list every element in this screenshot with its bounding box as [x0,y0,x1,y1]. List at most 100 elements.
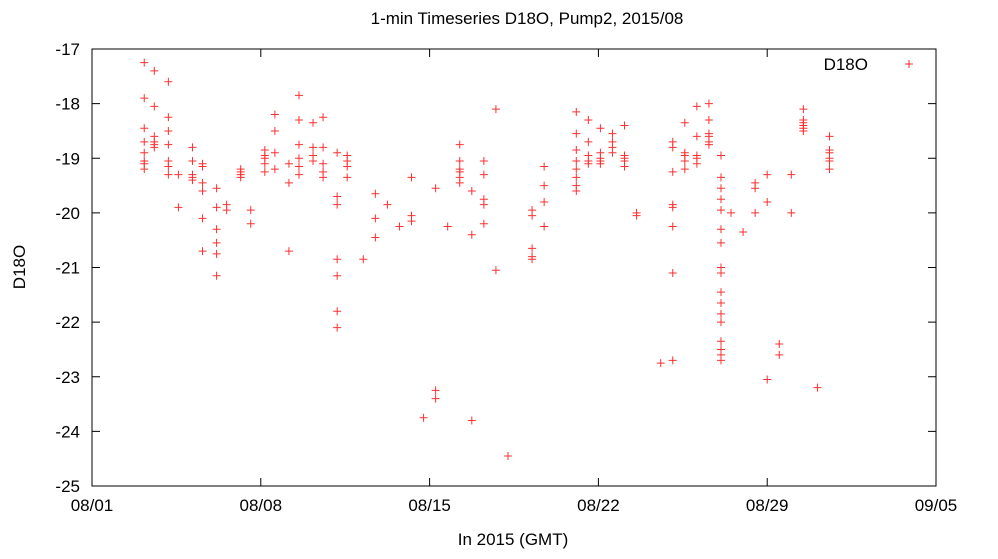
data-point [371,189,380,198]
data-point [528,244,537,253]
data-points [140,58,834,460]
data-point [150,66,159,75]
data-point [596,124,605,133]
data-point [164,126,173,135]
data-point [739,227,748,236]
data-point [596,159,605,168]
data-point [704,99,713,108]
data-point [716,309,725,318]
data-point [787,170,796,179]
data-point [455,178,464,187]
data-point [716,356,725,365]
data-point [140,94,149,103]
y-axis-label: D18O [10,245,29,289]
data-point [572,165,581,174]
data-point [775,339,784,348]
y-axis: -25 -24 -23 -22 -21 -20 -19 -18 -17 [55,40,936,496]
data-point [419,413,428,422]
plot-frame [91,48,937,487]
data-point [212,238,221,247]
data-point [608,129,617,138]
y-tick-label: -19 [55,149,80,168]
data-point [716,268,725,277]
data-point [503,451,512,460]
y-tick-label: -22 [55,313,80,332]
data-point [140,58,149,67]
x-axis-label: In 2015 (GMT) [458,530,569,549]
y-tick-label: -25 [55,477,80,496]
x-tick-label: 08/08 [240,496,283,515]
data-point [540,197,549,206]
x-axis: 08/01 08/08 08/15 08/22 08/29 09/05 [71,49,957,515]
legend-marker-symbol [905,60,913,68]
data-point [333,148,342,157]
data-point [813,383,822,392]
data-point [716,173,725,182]
data-point [572,156,581,165]
y-tick-label: -17 [55,40,80,59]
chart-title: 1-min Timeseries D18O, Pump2, 2015/08 [371,9,684,28]
data-point [371,214,380,223]
data-point [222,206,231,215]
data-point [319,143,328,152]
data-point [467,187,476,196]
data-point [174,203,183,212]
data-point [751,208,760,217]
data-point [236,173,245,182]
data-point [787,208,796,217]
data-point [270,165,279,174]
data-point [491,266,500,275]
data-point [164,113,173,122]
data-point [188,143,197,152]
data-point [140,165,149,174]
data-point [727,208,736,217]
data-point [716,195,725,204]
data-point [284,247,293,256]
data-point [260,167,269,176]
data-point [584,159,593,168]
data-point [763,197,772,206]
data-point [455,156,464,165]
data-point [164,170,173,179]
data-point [309,156,318,165]
data-point [540,181,549,190]
data-point [528,255,537,264]
data-point [572,107,581,116]
data-point [343,162,352,171]
data-point [572,173,581,182]
data-point [825,156,834,165]
data-point [668,268,677,277]
data-point [270,110,279,119]
data-point [632,211,641,220]
data-point [164,140,173,149]
data-point [383,200,392,209]
data-point [692,132,701,141]
data-point [704,116,713,125]
data-point [751,184,760,193]
data-point [164,162,173,171]
data-point [799,105,808,114]
data-point [319,159,328,168]
data-point [198,214,207,223]
data-point [620,121,629,130]
data-point [294,162,303,171]
data-point [174,170,183,179]
data-point [479,219,488,228]
data-point [246,206,255,215]
data-point [294,154,303,163]
data-point [668,356,677,365]
data-point [608,148,617,157]
data-point [333,307,342,316]
data-point [455,140,464,149]
x-tick-label: 08/01 [71,496,114,515]
data-point [150,143,159,152]
data-point [668,143,677,152]
legend: D18O [824,55,913,74]
data-point [680,165,689,174]
data-point [668,167,677,176]
data-point [198,187,207,196]
data-point [431,386,440,395]
data-point [294,91,303,100]
data-point [716,337,725,346]
